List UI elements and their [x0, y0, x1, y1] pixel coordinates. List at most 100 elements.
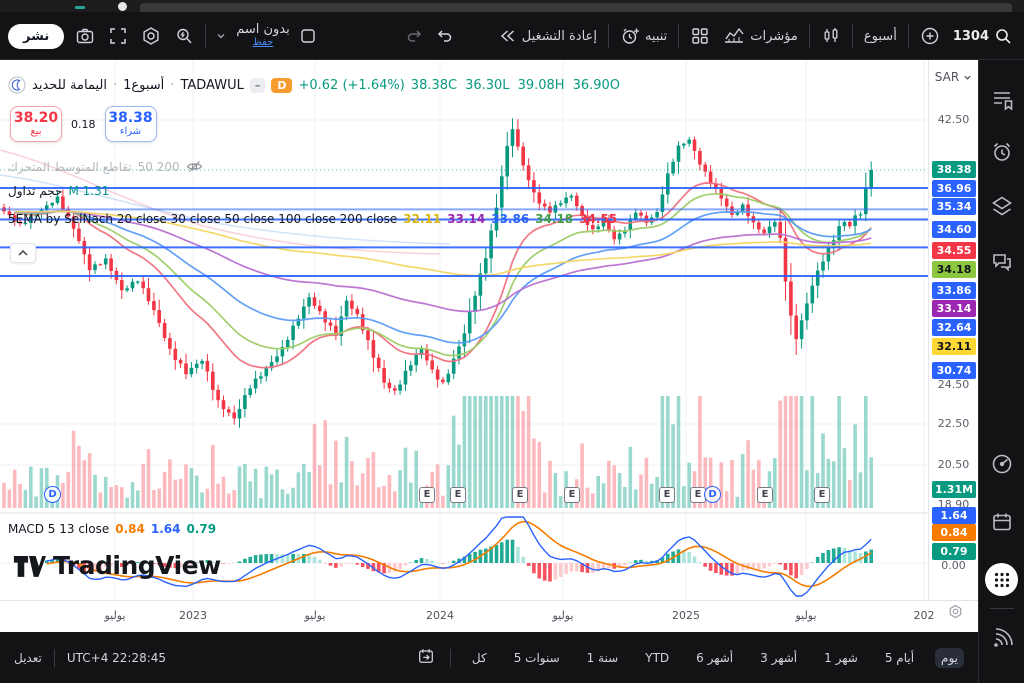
earnings-marker[interactable]: E — [757, 487, 773, 503]
axis-tick: 42.50 — [937, 113, 970, 126]
eye-off-icon[interactable] — [186, 158, 203, 175]
tradingview-logo-icon — [13, 556, 46, 577]
ema-value: 34.18 — [535, 212, 574, 226]
publish-button[interactable]: نشر — [8, 23, 65, 49]
quick-search-button[interactable] — [172, 23, 196, 49]
browser-strip — [0, 0, 1024, 12]
macd-value: 1.64 — [150, 522, 181, 536]
legend-separator: · — [112, 77, 118, 93]
toolbar-divider — [205, 24, 207, 48]
scanner-radar-icon[interactable] — [990, 452, 1014, 476]
range-button[interactable]: 5 أيام — [884, 650, 915, 665]
chart-plot-area[interactable] — [0, 60, 928, 600]
toolbar-left-group: نشر بدون اسم حفظ — [8, 12, 454, 60]
dividend-marker[interactable]: D — [704, 486, 721, 503]
redo-icon[interactable] — [405, 26, 425, 46]
buy-button[interactable]: 38.38 شراء — [104, 106, 157, 142]
price-chip: 32.11 — [932, 338, 976, 355]
interval-button[interactable]: أسبوع — [863, 28, 897, 44]
price-change: +0.62 (+1.64%) — [298, 77, 405, 93]
tradingview-watermark-text: TradingView — [53, 551, 221, 580]
ma-cross-legend[interactable]: تقاطع المتوسط المتحرك 50 200 — [8, 158, 203, 175]
templates-button[interactable] — [688, 23, 712, 49]
range-button[interactable]: يوم — [935, 647, 964, 668]
browser-tab-icon — [118, 2, 127, 11]
alert-button[interactable]: تنبيه — [618, 23, 669, 49]
layout-name-label: بدون اسم — [236, 22, 290, 37]
symbol-legend[interactable]: اليمامة للحديد · 1أسبوع · TADAWUL – D +0… — [8, 76, 620, 94]
apps-grid-button[interactable] — [985, 563, 1018, 596]
timezone-clock[interactable]: UTC+4 22:28:45 — [66, 650, 167, 665]
range-button[interactable]: 3 أشهر — [760, 650, 798, 665]
earnings-marker[interactable]: E — [564, 487, 580, 503]
range-button[interactable]: 5 سنوات — [513, 650, 560, 665]
legend-collapse-button[interactable] — [10, 243, 36, 263]
symbol-search-button[interactable]: 1304 — [951, 24, 1014, 48]
time-axis[interactable]: يوليو 2023 يوليو 2024 يوليو 2025 يوليو 202 — [0, 600, 978, 632]
ma-cross-params: 50 200 — [137, 159, 180, 174]
browser-address-bar[interactable] — [140, 3, 1012, 12]
volume-title: حجم تداول — [8, 184, 63, 198]
snapshot-button[interactable] — [73, 23, 97, 49]
undo-icon[interactable] — [434, 26, 454, 46]
buy-price: 38.38 — [108, 110, 153, 126]
broadcast-icon[interactable] — [990, 625, 1016, 651]
chat-icon[interactable] — [990, 250, 1014, 274]
save-state-checkbox-icon[interactable] — [299, 27, 317, 45]
axis-tick: 22.50 — [937, 417, 970, 430]
sell-button[interactable]: 38.20 بيع — [10, 106, 62, 142]
macd-legend[interactable]: MACD 5 13 close 0.84 1.64 0.79 — [8, 522, 216, 536]
macd-values: 0.84 1.64 0.79 — [115, 522, 216, 536]
sell-price: 38.20 — [13, 110, 59, 126]
macd-value: 0.84 — [115, 522, 145, 536]
symbol-search-label: 1304 — [952, 28, 989, 44]
volume-legend[interactable]: حجم تداول M 1.31 — [8, 184, 109, 198]
earnings-marker[interactable]: E — [512, 487, 528, 503]
time-label: 202 — [913, 609, 935, 622]
earnings-marker[interactable]: E — [814, 487, 830, 503]
range-button[interactable]: YTD — [645, 650, 670, 665]
macd-value: 0.79 — [186, 522, 217, 536]
chevron-down-icon[interactable] — [215, 30, 227, 42]
legend-minimize-badge[interactable]: – — [249, 77, 266, 93]
range-button[interactable]: 1 شهر — [824, 650, 858, 665]
earnings-marker[interactable]: E — [419, 487, 435, 503]
indicators-button[interactable]: مؤشرات — [721, 23, 800, 49]
currency-label: SAR — [934, 70, 960, 84]
price-chip: 0.79 — [932, 543, 976, 560]
data-mode-badge[interactable]: D — [271, 77, 293, 93]
object-tree-layers-icon[interactable] — [990, 194, 1014, 218]
dividend-marker[interactable]: D — [44, 486, 61, 503]
layout-name-menu[interactable]: بدون اسم حفظ — [236, 23, 290, 49]
quick-search-icon — [177, 28, 192, 44]
watchlist-icon[interactable] — [990, 88, 1014, 112]
replay-button[interactable]: إعادة التشغيل — [495, 23, 599, 49]
goto-date-icon — [418, 649, 433, 663]
fullscreen-button[interactable] — [106, 23, 130, 49]
price-scale[interactable]: SAR 42.50 24.50 22.50 20.50 18.90 0.00 38.38 3… — [928, 60, 978, 600]
save-layout-link[interactable]: حفظ — [252, 37, 274, 48]
chart-style-button[interactable] — [819, 23, 843, 49]
range-button[interactable]: كل — [471, 650, 487, 665]
goto-date-button[interactable] — [417, 647, 435, 668]
right-sidebar — [978, 60, 1024, 683]
settings-button[interactable] — [139, 23, 163, 49]
earnings-marker[interactable]: E — [450, 487, 466, 503]
adjust-button[interactable]: تعديل — [14, 650, 42, 665]
range-button[interactable]: 6 أشهر — [696, 650, 734, 665]
symbol-interval: 1أسبوع — [123, 77, 165, 93]
axis-settings-button[interactable] — [948, 604, 963, 619]
calendar-icon[interactable] — [990, 510, 1014, 534]
camera-icon — [77, 28, 94, 44]
time-label: يوليو — [795, 609, 817, 622]
ema-legend[interactable]: 5EMA by SelNach 20 close 30 close 50 clo… — [8, 212, 617, 226]
range-button[interactable]: 1 سنة — [586, 650, 619, 665]
earnings-marker[interactable]: E — [659, 487, 675, 503]
compare-add-button[interactable] — [918, 23, 942, 49]
currency-dropdown[interactable]: SAR — [929, 70, 978, 84]
alerts-clock-icon[interactable] — [990, 140, 1014, 164]
browser-tab-favicon — [75, 6, 85, 9]
volume-value: M 1.31 — [68, 184, 110, 198]
chevron-up-icon — [18, 249, 28, 256]
